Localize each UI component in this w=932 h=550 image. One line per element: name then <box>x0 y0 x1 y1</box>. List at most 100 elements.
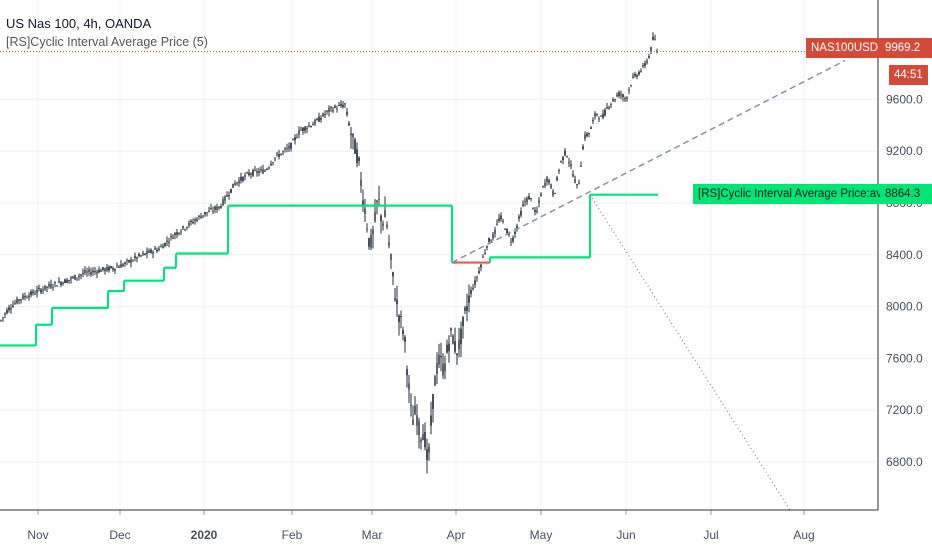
candle-body <box>98 269 100 273</box>
candle-body <box>4 313 6 315</box>
candle-body <box>208 210 210 213</box>
candle-body <box>478 270 480 274</box>
candle-body <box>220 206 222 208</box>
candle-body <box>324 114 326 116</box>
candle-body <box>616 95 618 97</box>
candle-body <box>632 76 634 78</box>
candle-body <box>58 281 60 283</box>
projection-dotted-line <box>589 194 791 511</box>
candle-body <box>8 307 10 311</box>
candle-body <box>618 92 620 97</box>
candle-body <box>10 308 12 310</box>
candle-body <box>86 271 88 273</box>
symbol-title[interactable]: US Nas 100, 4h, OANDA <box>6 16 152 31</box>
candle-body <box>596 113 598 115</box>
candle-body <box>420 439 422 443</box>
candle-body <box>580 165 582 167</box>
candle-body <box>482 256 484 258</box>
candle-body <box>60 282 62 285</box>
candle-body <box>648 56 650 58</box>
candle-body <box>488 238 490 243</box>
candle-body <box>14 302 16 304</box>
candle-body <box>76 277 78 279</box>
candle-body <box>438 354 440 365</box>
candle-body <box>498 218 500 221</box>
candle-body <box>432 394 434 409</box>
candle-body <box>260 169 262 171</box>
candle-body <box>408 383 410 390</box>
candle-body <box>524 201 526 203</box>
candle-body <box>32 291 34 294</box>
candle-body <box>66 279 68 283</box>
price-axis[interactable]: 6800.07200.07600.08000.08400.08800.09200… <box>877 0 923 510</box>
candle-body <box>284 148 286 150</box>
candle-body <box>572 173 574 177</box>
candle-body <box>328 108 330 112</box>
candle-body <box>636 75 638 77</box>
candle-body <box>170 235 172 237</box>
candle-body <box>226 195 228 197</box>
candle-body <box>630 85 632 87</box>
candle-body <box>312 124 314 126</box>
candle-body <box>516 225 518 228</box>
candle-body <box>2 317 4 319</box>
candle-body <box>188 222 190 226</box>
candle-body <box>560 161 562 163</box>
candle-body <box>232 183 234 188</box>
candle-body <box>128 260 130 263</box>
avg-value-tag: 8864.3 <box>880 184 932 204</box>
candle-body <box>274 157 276 159</box>
candle-body <box>334 105 336 108</box>
candle-body <box>376 200 378 202</box>
candle-body <box>52 286 54 288</box>
candle-body <box>392 272 394 277</box>
candle-body <box>258 171 260 173</box>
candle-body <box>104 268 106 272</box>
candle-body <box>118 266 120 268</box>
candle-body <box>606 107 608 109</box>
candle-body <box>452 335 454 344</box>
time-axis[interactable]: Nov Dec 2020 Feb Mar Apr May Jun Jul Aug <box>0 509 878 542</box>
candle-body <box>210 208 212 210</box>
candle-body <box>380 215 382 221</box>
candle-body <box>222 199 224 206</box>
candle-body <box>562 156 564 161</box>
candle-body <box>416 415 418 426</box>
candle-body <box>186 226 188 229</box>
candle-body <box>270 163 272 166</box>
candle-body <box>410 404 412 406</box>
candle-body <box>136 257 138 259</box>
candle-body <box>242 176 244 181</box>
candle-body <box>326 110 328 112</box>
candle-body <box>134 256 136 258</box>
candle-body <box>646 60 648 63</box>
candle-body <box>352 133 354 138</box>
candle-body <box>354 139 356 154</box>
candle-body <box>280 153 282 155</box>
candle-body <box>80 274 82 276</box>
last-price-tag: 9969.2 <box>880 38 932 58</box>
candle-body <box>356 149 358 164</box>
candle-body <box>286 147 288 149</box>
candle-body <box>94 271 96 273</box>
candle-body <box>294 137 296 141</box>
trend-dashed-line <box>451 59 846 264</box>
x-tick-label: Feb <box>282 528 303 542</box>
candle-body <box>174 233 176 235</box>
candle-body <box>92 270 94 273</box>
candle-body <box>428 446 430 453</box>
candle-body <box>592 120 594 122</box>
candle-body <box>500 215 502 220</box>
candle-body <box>374 212 376 222</box>
candle-body <box>364 208 366 215</box>
candle-body <box>550 184 552 188</box>
candle-body <box>426 449 428 461</box>
x-tick-label: 2020 <box>191 528 218 542</box>
candle-body <box>628 89 630 91</box>
candle-body <box>506 228 508 234</box>
indicator-title[interactable]: [RS]Cyclic Interval Average Price (5) <box>6 35 208 49</box>
candle-body <box>206 212 208 214</box>
candle-body <box>448 343 450 352</box>
candle-body <box>602 113 604 118</box>
